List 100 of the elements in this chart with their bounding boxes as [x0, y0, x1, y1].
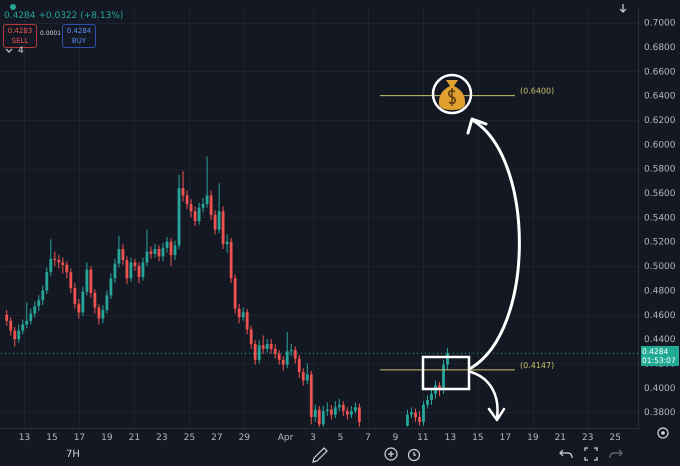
- candlestick: [106, 290, 108, 314]
- x-tick-label: 23: [156, 433, 168, 443]
- candlestick: [358, 403, 361, 428]
- x-tick-label: 17: [74, 433, 86, 443]
- annotation: 4: [18, 46, 24, 56]
- y-tick-label: 0.5600: [644, 189, 676, 200]
- candlestick: [101, 304, 104, 324]
- candlestick: [218, 182, 221, 234]
- candlestick: [29, 308, 32, 326]
- candlestick: [170, 238, 172, 267]
- x-tick-label: 19: [527, 433, 539, 443]
- candlestick: [57, 254, 60, 270]
- candlestick: [322, 406, 325, 428]
- candlestick: [81, 286, 84, 316]
- y-tick-label: 0.6000: [644, 140, 676, 150]
- x-tick-label: 5: [338, 433, 344, 443]
- x-tick-label: 11: [417, 433, 429, 443]
- ref-line-label: (0.6400): [520, 86, 554, 96]
- candlestick: [122, 244, 124, 266]
- candlestick: [61, 257, 64, 274]
- candlestick: [45, 266, 48, 295]
- candlestick: [318, 406, 321, 428]
- y-tick-label: 0.5000: [644, 262, 676, 272]
- candlestick: [210, 190, 212, 220]
- candlestick: [142, 257, 144, 282]
- x-tick-label: 25: [610, 433, 621, 443]
- y-tick-label: 0.4600: [644, 310, 676, 321]
- candlestick: [126, 256, 128, 285]
- candlestick: [242, 306, 245, 322]
- x-tick-label: 19: [101, 433, 113, 443]
- candlestick: [154, 244, 156, 258]
- y-tick-label: 0.6800: [644, 42, 676, 53]
- candlestick: [174, 240, 176, 260]
- x-tick-label: Apr: [278, 433, 294, 443]
- candlestick: [93, 288, 96, 314]
- candlestick: [182, 170, 184, 202]
- annotation: 0.4284 +0.0322 (+8.13%): [4, 11, 124, 21]
- y-tick-label: 0.5800: [644, 164, 676, 175]
- text: 7H: [66, 449, 80, 460]
- candlestick: [158, 244, 160, 262]
- candlestick: [314, 404, 317, 422]
- candlestick: [238, 303, 241, 324]
- y-tick-label: 0.6200: [644, 116, 676, 126]
- y-tick-label: 0.5400: [644, 213, 676, 224]
- candlestick: [138, 262, 140, 284]
- x-tick-label: 23: [582, 433, 594, 443]
- y-tick-label: 0.4000: [644, 384, 676, 394]
- candlestick: [37, 294, 40, 312]
- candlestick: [326, 402, 329, 416]
- candlestick: [254, 340, 257, 366]
- candlestick: [266, 338, 269, 354]
- x-tick-label: 7: [365, 433, 371, 443]
- candlestick: [186, 190, 188, 210]
- x-tick-label: 3: [310, 433, 316, 443]
- candlestick: [354, 402, 357, 414]
- y-tick-label: 0.6400: [644, 92, 676, 102]
- candlestick: [278, 350, 281, 366]
- candlestick: [270, 338, 273, 354]
- x-tick-label: 21: [554, 433, 566, 443]
- candlestick: [298, 354, 301, 379]
- candlestick: [194, 206, 196, 226]
- candlestick: [214, 210, 216, 235]
- candlestick: [338, 398, 341, 412]
- y-tick-label: 0.6600: [644, 67, 676, 78]
- y-tick-label: 0.7000: [644, 18, 676, 29]
- y-tick-label: 0.5200: [644, 238, 676, 248]
- x-tick-label: 15: [46, 433, 58, 443]
- candlestick: [226, 234, 229, 254]
- candlestick: [118, 235, 120, 268]
- x-tick-label: 13: [444, 433, 456, 443]
- candlestick: [73, 282, 76, 310]
- x-tick-label: 17: [500, 433, 512, 443]
- candlestick: [166, 236, 168, 254]
- x-tick-label: 21: [128, 433, 140, 443]
- x-tick-label: 29: [238, 433, 250, 443]
- candlestick: [97, 303, 100, 326]
- candlestick: [69, 268, 72, 294]
- candlestick: [262, 334, 265, 354]
- x-tick-label: 15: [472, 433, 484, 443]
- ref-line-label: (0.4147): [520, 360, 554, 370]
- candlestick: [330, 404, 333, 420]
- candlestick: [150, 246, 152, 260]
- y-tick-label: 0.4800: [644, 286, 676, 296]
- candlestick: [134, 258, 136, 272]
- x-tick-label: 13: [18, 433, 30, 443]
- candlestick: [146, 229, 148, 267]
- candlestick: [110, 272, 112, 300]
- candlestick: [114, 258, 116, 284]
- x-tick-label: 27: [211, 433, 223, 443]
- candlestick: [162, 242, 164, 262]
- candlestick: [190, 198, 192, 218]
- x-tick-label: 25: [184, 433, 196, 443]
- candlestick: [85, 262, 88, 296]
- y-tick-label: 0.3800: [644, 408, 676, 418]
- y-tick-label: 0.4400: [644, 335, 676, 346]
- candlestick: [89, 266, 92, 298]
- candlestick: [206, 156, 208, 208]
- candlestick: [202, 197, 204, 214]
- x-tick-label: 9: [392, 433, 399, 443]
- candlestick: [130, 257, 132, 282]
